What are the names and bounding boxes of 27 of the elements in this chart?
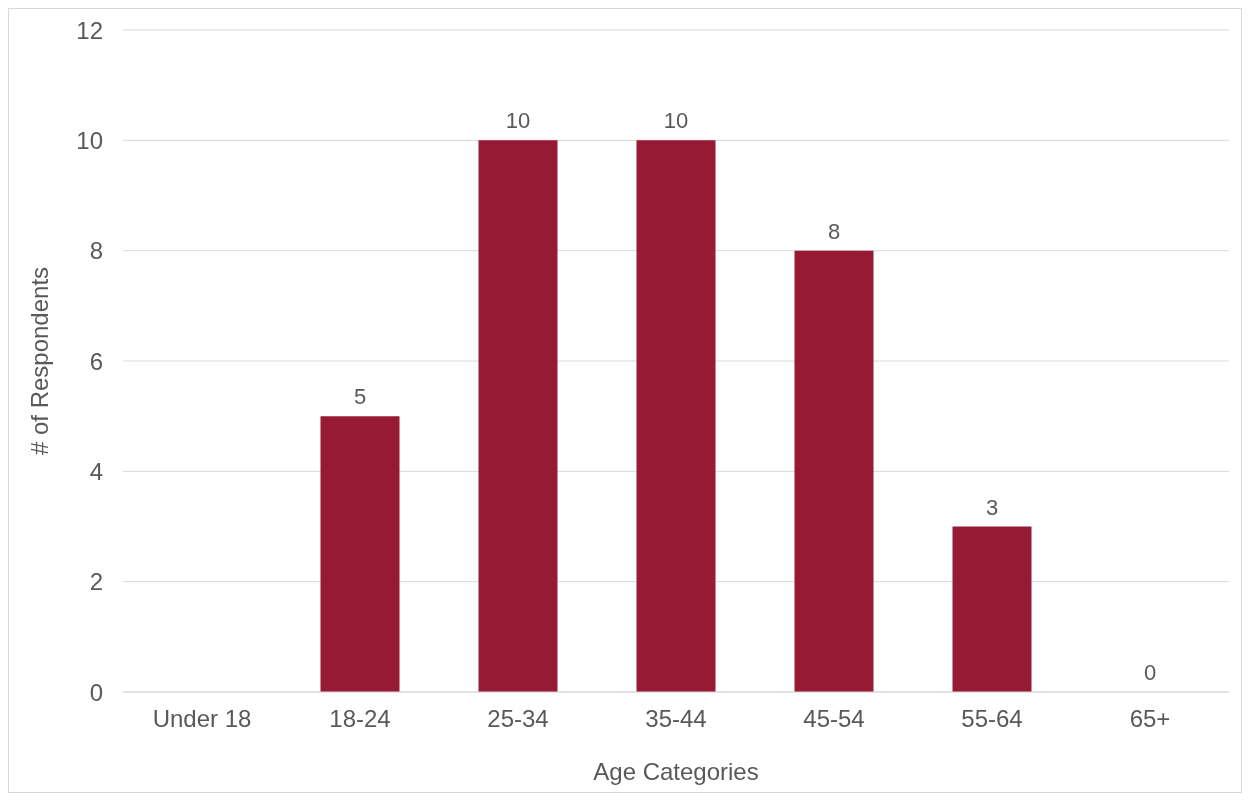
y-tick-label: 6 <box>89 347 103 375</box>
y-tick-label: 8 <box>89 237 103 265</box>
data-label: 0 <box>1143 660 1157 685</box>
x-tick-label: 65+ <box>1129 705 1171 733</box>
y-tick-label: 4 <box>89 457 103 485</box>
data-label: 10 <box>505 108 531 134</box>
x-tick-label: 45-54 <box>803 705 865 733</box>
x-axis-title: Age Categories <box>593 758 759 785</box>
data-label: 8 <box>827 218 841 244</box>
y-tick-label: 10 <box>76 126 103 154</box>
data-label: 10 <box>663 108 689 134</box>
x-tick-label: 25-34 <box>487 705 549 733</box>
y-tick-label: 0 <box>89 678 103 706</box>
bar <box>794 250 874 692</box>
x-tick-label: 18-24 <box>329 705 391 733</box>
y-tick-label: 12 <box>76 16 103 44</box>
y-axis-title: # of Respondents <box>25 266 53 456</box>
data-label: 5 <box>353 384 367 410</box>
y-tick-label: 2 <box>89 568 103 596</box>
bar <box>320 416 400 692</box>
x-tick-label: 55-64 <box>961 705 1023 733</box>
x-tick-label: 35-44 <box>645 705 707 733</box>
bar <box>952 526 1032 692</box>
x-tick-label: Under 18 <box>152 705 252 733</box>
bar <box>636 140 716 692</box>
data-label: 3 <box>985 494 999 520</box>
bar <box>478 140 558 692</box>
